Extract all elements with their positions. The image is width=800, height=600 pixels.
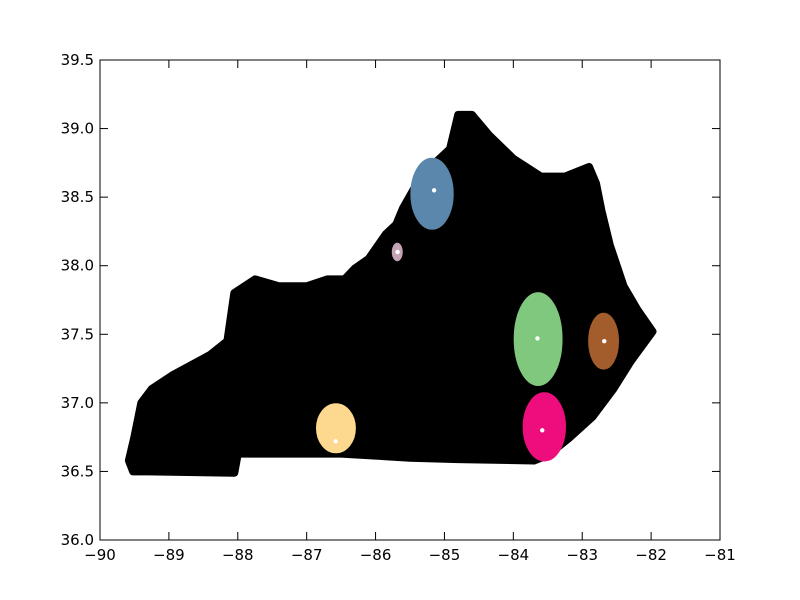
cluster-6-centroid: [540, 428, 545, 433]
x-tick-label: −86: [360, 546, 392, 564]
y-tick-label: 37.0: [61, 394, 94, 412]
y-tick-label: 39.5: [61, 51, 94, 69]
background-points: [124, 110, 657, 477]
x-tick-label: −88: [222, 546, 254, 564]
cluster-5-centroid: [333, 439, 338, 444]
x-tick-label: −89: [153, 546, 185, 564]
cluster-1-centroid: [431, 188, 437, 193]
y-tick-label: 36.5: [61, 462, 94, 480]
centroids-layer: [333, 188, 607, 444]
y-tick-label: 36.0: [61, 531, 94, 549]
y-tick-label: 38.0: [61, 257, 94, 275]
x-tick-label: −81: [704, 546, 736, 564]
x-tick-label: −82: [635, 546, 667, 564]
x-tick-label: −87: [291, 546, 323, 564]
y-axis: 36.0 36.5 37.0 37.5 38.0 38.5 39.0 39.5: [61, 51, 720, 549]
x-tick-label: −83: [566, 546, 598, 564]
x-axis: −90 −89 −88 −87 −86 −85 −84 −83 −82 −81: [84, 60, 736, 564]
y-tick-label: 38.5: [61, 188, 94, 206]
cluster-2-centroid: [395, 249, 400, 255]
x-tick-label: −85: [429, 546, 461, 564]
cluster-4-centroid: [602, 338, 607, 344]
x-tick-label: −84: [498, 546, 530, 564]
cluster-3-centroid: [535, 336, 540, 341]
x-tick-label: −90: [84, 546, 116, 564]
cluster-6-points: [522, 392, 566, 462]
cluster-5-points: [316, 403, 356, 454]
y-tick-label: 39.0: [61, 120, 94, 138]
cluster-1-points: [410, 157, 454, 230]
clusters-layer: [124, 110, 657, 477]
y-tick-label: 37.5: [61, 325, 94, 343]
plot-frame: [99, 59, 721, 541]
